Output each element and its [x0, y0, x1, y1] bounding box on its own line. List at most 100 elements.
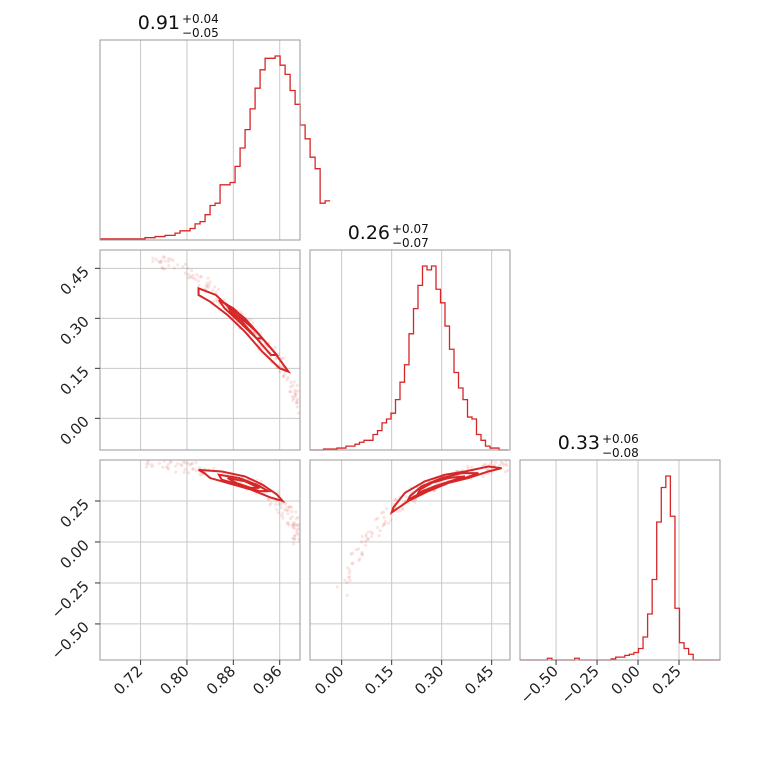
scatter-point	[348, 579, 352, 583]
scatter-point	[187, 471, 191, 475]
scatter-point	[282, 356, 286, 360]
panel-title-plus: +0.04	[182, 12, 219, 26]
scatter-point	[281, 516, 285, 520]
scatter-point	[222, 298, 226, 302]
scatter-point	[259, 479, 263, 484]
scatter-point	[286, 508, 290, 512]
scatter-point	[347, 576, 351, 580]
scatter-point	[169, 460, 173, 463]
scatter-point	[285, 505, 289, 509]
scatter-point	[162, 460, 166, 463]
scatter-point	[169, 460, 173, 464]
scatter-point	[382, 515, 386, 520]
scatter-point	[506, 468, 510, 472]
scatter-point	[176, 462, 180, 466]
scatter-point	[273, 502, 278, 506]
scatter-point	[484, 462, 488, 467]
scatter-point	[504, 460, 508, 463]
scatter-point	[288, 505, 292, 509]
scatter-point	[374, 517, 378, 522]
scatter-point	[482, 463, 486, 467]
scatter-point	[189, 462, 193, 466]
scatter-point	[163, 267, 167, 271]
scatter-point	[301, 404, 304, 407]
scatter-point	[289, 389, 293, 394]
x-tick-label: 0.25	[648, 662, 684, 698]
scatter-point	[349, 552, 353, 556]
scatter-point	[360, 540, 364, 544]
scatter-point	[290, 510, 294, 514]
scatter-point	[293, 392, 298, 396]
scatter-point	[172, 266, 176, 270]
scatter-point	[345, 580, 349, 585]
scatter-point	[144, 457, 147, 460]
scatter-point	[206, 285, 211, 289]
scatter-point	[180, 464, 184, 468]
scatter-point	[360, 550, 364, 555]
scatter-point	[183, 271, 187, 275]
scatter-point	[199, 274, 204, 279]
panel-title-plus: +0.07	[392, 222, 429, 236]
scatter-point	[381, 524, 385, 528]
x-tick-label: 0.72	[110, 662, 146, 698]
y-tick-label: 0.15	[56, 362, 92, 398]
scatter-point	[151, 256, 155, 260]
scatter-point	[183, 262, 188, 266]
scatter-point	[278, 369, 282, 374]
scatter-point	[303, 539, 306, 542]
scatter-point	[295, 529, 299, 533]
x-tick-label: 0.88	[203, 662, 239, 698]
scatter-point	[208, 280, 212, 284]
scatter-point	[269, 501, 273, 505]
scatter-point	[301, 399, 304, 402]
scatter-point	[198, 466, 202, 470]
scatter-point	[145, 457, 148, 460]
scatter-point	[357, 558, 361, 563]
x-tick-label: −0.50	[517, 662, 562, 707]
scatter-point	[194, 468, 198, 473]
scatter-point	[188, 463, 192, 467]
scatter-point	[144, 462, 149, 466]
scatter-point	[276, 490, 280, 494]
panel-title-value: 0.91	[138, 12, 180, 34]
scatter-point	[295, 383, 299, 387]
scatter-point	[297, 533, 300, 537]
scatter-point	[364, 532, 368, 536]
scatter-point	[188, 274, 192, 278]
panel-frame	[99, 459, 301, 661]
scatter-point	[239, 310, 243, 314]
scatter-point	[293, 394, 297, 399]
scatter-point	[466, 466, 470, 471]
scatter-point	[159, 259, 163, 263]
scatter-point	[366, 537, 370, 541]
histogram-frame	[99, 39, 301, 241]
scatter-point	[144, 465, 149, 469]
scatter-point	[381, 510, 385, 514]
scatter-point	[285, 378, 289, 382]
scatter-point	[189, 268, 194, 273]
scatter-point	[292, 520, 296, 525]
scatter-point	[500, 461, 504, 465]
scatter-point	[405, 495, 409, 499]
scatter-point	[166, 260, 171, 264]
scatter-point	[295, 405, 299, 409]
scatter-point	[198, 473, 202, 477]
scatter-point	[370, 532, 375, 536]
scatter-point	[191, 467, 195, 471]
scatter-point	[283, 507, 287, 512]
scatter-point	[290, 395, 294, 399]
scatter-point	[301, 532, 304, 535]
scatter-point	[166, 462, 171, 466]
scatter-point	[281, 375, 286, 379]
scatter-point	[347, 575, 351, 579]
scatter-point	[288, 517, 293, 521]
scatter-point	[280, 511, 285, 515]
scatter-point	[383, 519, 387, 524]
scatter-point	[382, 522, 386, 526]
scatter-point	[146, 460, 150, 463]
scatter-point	[505, 463, 509, 468]
scatter-point	[214, 290, 218, 295]
scatter-point	[186, 461, 190, 465]
scatter-point	[364, 539, 368, 543]
density-contour-1	[389, 465, 502, 515]
